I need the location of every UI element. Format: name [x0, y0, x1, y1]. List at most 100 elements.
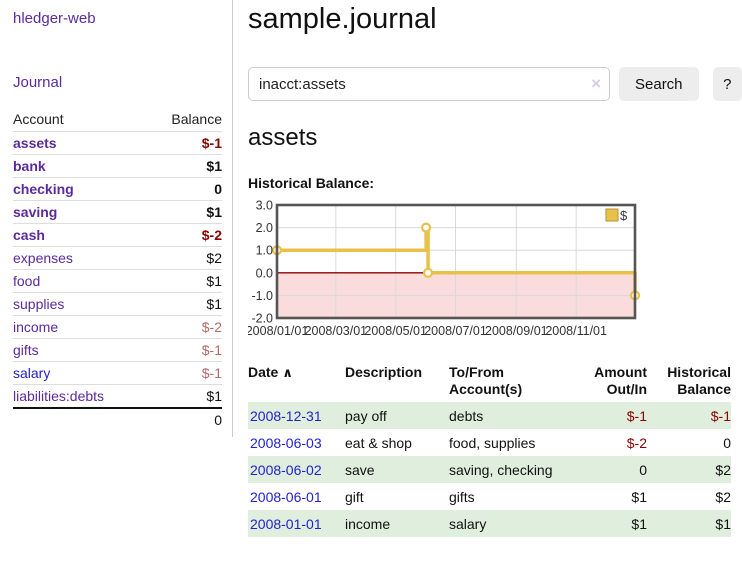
transaction-amount: $-1	[626, 408, 647, 424]
amount-column-header: Amount Out/In	[594, 364, 647, 397]
transaction-row: 2008-01-01 income salary $1 $1	[248, 510, 731, 537]
sidebar-account-link[interactable]: liabilities:debts	[13, 388, 105, 404]
transaction-accounts: salary	[449, 516, 487, 532]
search-button[interactable]: Search	[619, 67, 699, 101]
account-row: assets $-1	[13, 131, 222, 155]
transaction-row: 2008-06-02 save saving, checking 0 $2	[248, 456, 731, 483]
accounts-column-header: Account	[13, 111, 64, 127]
transaction-amount: $1	[631, 489, 647, 505]
date-link[interactable]: 2008-06-03	[250, 435, 322, 451]
svg-text:3.0: 3.0	[256, 200, 273, 213]
svg-text:-1.0: -1.0	[251, 289, 273, 303]
clear-search-icon[interactable]: ×	[591, 74, 601, 93]
chart-title: Historical Balance:	[248, 175, 375, 191]
accounts-column-header-register: To/From Account(s)	[449, 364, 523, 397]
accounts-total-value: 0	[147, 407, 222, 431]
account-balance: $1	[147, 269, 222, 293]
transaction-description: eat & shop	[345, 435, 412, 451]
svg-text:2008/09/01: 2008/09/01	[485, 324, 548, 338]
account-row: gifts $-1	[13, 338, 222, 362]
transaction-balance: $2	[715, 462, 731, 478]
historical-balance-column-header: Historical Balance	[667, 364, 731, 397]
svg-text:2008/07/01: 2008/07/01	[424, 324, 487, 338]
sidebar-account-link[interactable]: salary	[13, 365, 51, 381]
account-balance: $-1	[147, 338, 222, 362]
svg-text:2008/03/01: 2008/03/01	[305, 324, 368, 338]
account-row: liabilities:debts $1	[13, 384, 222, 408]
transaction-description: save	[345, 462, 375, 478]
help-button[interactable]: ?	[712, 67, 742, 101]
sidebar-account-link[interactable]: checking	[13, 181, 74, 197]
transaction-balance: 0	[723, 435, 731, 451]
transaction-row: 2008-06-01 gift gifts $1 $2	[248, 483, 731, 510]
account-balance: $-2	[147, 223, 222, 247]
account-row: saving $1	[13, 200, 222, 224]
plot-border	[275, 203, 637, 320]
main-content: sample.journal × Search ? assets Histori…	[233, 0, 742, 537]
transaction-row: 2008-06-03 eat & shop food, supplies $-2 0	[248, 429, 731, 456]
data-point-marker	[422, 267, 434, 278]
svg-text:2008/05/01: 2008/05/01	[364, 324, 427, 338]
account-row: cash $-2	[13, 223, 222, 247]
account-row: expenses $2	[13, 246, 222, 270]
sidebar-account-link[interactable]: gifts	[13, 342, 39, 358]
svg-text:-2.0: -2.0	[251, 312, 273, 326]
register-table: Date ∧ Description To/From Account(s) Amo…	[248, 362, 731, 537]
svg-text:2008/01/01: 2008/01/01	[248, 324, 308, 338]
transaction-description: pay off	[345, 408, 387, 424]
historical-balance-chart: $3.0 2.0 1.0 0.0 -1.0 -2.0 2008/01/01 2008/03/0…	[246, 199, 742, 345]
sidebar-account-link[interactable]: saving	[13, 204, 58, 220]
sidebar-account-link[interactable]: income	[13, 319, 59, 335]
register-header-row: Date ∧ Description To/From Account(s) Amo…	[248, 362, 731, 402]
date-column-header[interactable]: Date ∧	[248, 364, 293, 380]
transaction-description: income	[345, 516, 391, 532]
sort-ascending-icon: ∧	[282, 365, 293, 380]
description-column-header: Description	[345, 364, 423, 380]
transaction-balance: $2	[715, 489, 731, 505]
svg-text:1.0: 1.0	[256, 244, 273, 258]
date-link[interactable]: 2008-12-31	[250, 408, 322, 424]
date-link[interactable]: 2008-06-02	[250, 462, 322, 478]
data-point-marker	[420, 222, 432, 233]
accounts-total-row: 0	[13, 407, 222, 431]
sidebar-account-link[interactable]: food	[13, 273, 41, 289]
account-balance: $1	[147, 154, 222, 178]
balance-chart-svg: $3.0 2.0 1.0 0.0 -1.0 -2.02008/01/012008/03/0…	[246, 199, 641, 338]
search-input[interactable]	[248, 67, 610, 101]
balance-column-header: Balance	[171, 111, 222, 127]
transaction-accounts: gifts	[449, 489, 475, 505]
account-balance: $2	[147, 246, 222, 270]
account-row: income $-2	[13, 315, 222, 339]
transaction-accounts: saving, checking	[449, 462, 553, 478]
account-page-title: assets	[248, 124, 318, 151]
accounts-balance-table: Account Balance assets $-1 bank $1 checking 0…	[13, 108, 222, 431]
account-balance: $1	[147, 200, 222, 224]
account-balance: $-2	[147, 315, 222, 339]
sidebar-item-journal[interactable]: Journal	[13, 74, 63, 91]
page-title: sample.journal	[248, 3, 437, 35]
svg-text:2008/11/01: 2008/11/01	[545, 324, 607, 338]
app-title-link[interactable]: hledger-web	[13, 10, 96, 27]
account-balance: $-1	[147, 131, 222, 155]
account-row: salary $-1	[13, 361, 222, 385]
hledger-web-app: hledger-web Journal Account Balance asse…	[0, 0, 742, 537]
account-balance: 0	[147, 177, 222, 201]
transaction-balance: $-1	[710, 408, 731, 424]
sidebar-account-link[interactable]: supplies	[13, 296, 65, 312]
transaction-accounts: food, supplies	[449, 435, 536, 451]
sidebar-account-link[interactable]: bank	[13, 158, 46, 174]
svg-text:0.0: 0.0	[256, 266, 273, 280]
account-row: food $1	[13, 269, 222, 293]
account-balance: $1	[147, 292, 222, 316]
transaction-row: 2008-12-31 pay off debts $-1 $-1	[248, 402, 731, 429]
transaction-amount: 0	[639, 462, 647, 478]
sidebar-account-link[interactable]: assets	[13, 135, 57, 151]
sidebar-account-link[interactable]: expenses	[13, 250, 73, 266]
date-link[interactable]: 2008-01-01	[250, 516, 322, 532]
date-link[interactable]: 2008-06-01	[250, 489, 322, 505]
sidebar-account-link[interactable]: cash	[13, 227, 45, 243]
sidebar: hledger-web Journal Account Balance asse…	[0, 0, 233, 437]
svg-text:2.0: 2.0	[256, 221, 273, 235]
legend-label: $	[620, 208, 628, 223]
transaction-amount: $1	[631, 516, 647, 532]
